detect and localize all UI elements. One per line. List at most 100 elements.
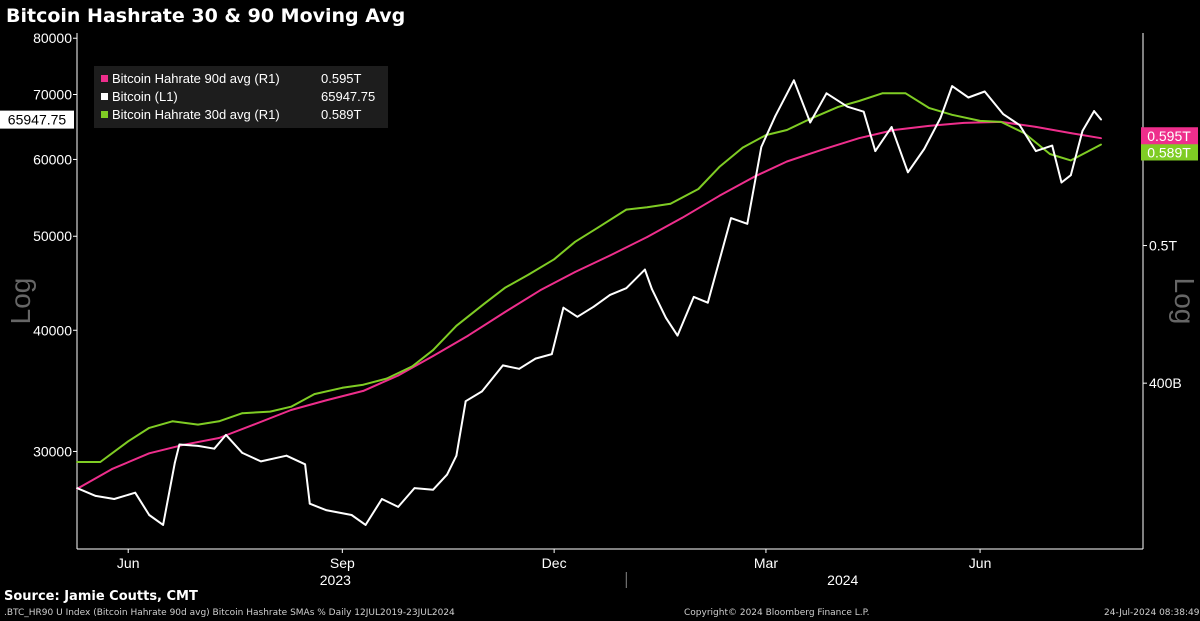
series-point-1 [939,117,942,119]
series-point-0 [252,423,255,426]
legend-swatch-30d [101,111,108,118]
series-point-1 [364,524,367,526]
series-point-1 [692,295,695,298]
series-layer [76,79,1103,526]
left-tick-label: 30000 [33,443,72,459]
series-point-0 [753,175,756,178]
series-point-2 [597,226,600,229]
series-point-2 [341,386,344,389]
series-point-2 [218,420,220,423]
footer-copyright: Copyright© 2024 Bloomberg Finance L.P. [684,608,870,618]
legend-label-30d: Bitcoin Hahrate 30d avg (R1) [112,107,280,122]
series-point-0 [467,334,469,337]
series-point-2 [669,202,672,205]
series-point-0 [148,452,151,455]
series-point-0 [785,160,788,163]
right-last-value-tag [1141,127,1198,145]
series-point-1 [1035,150,1037,152]
legend-entry-bitcoin: Bitcoin (L1) 65947.75 [101,88,375,106]
series-point-1 [464,400,467,403]
series-point-1 [350,514,353,516]
x-year-label: 2024 [827,572,858,588]
series-point-0 [325,399,327,402]
source-note: Source: Jamie Coutts, CMT [4,589,198,604]
series-point-1 [923,148,926,150]
legend-value-bitcoin: 65947.75 [321,89,376,104]
series-point-1 [718,259,721,262]
series-point-1 [413,487,416,490]
chart-title: Bitcoin Hashrate 30 & 90 Moving Avg [6,5,406,27]
series-point-1 [1100,118,1103,121]
series-point-1 [760,146,763,148]
series-point-2 [741,146,744,149]
right-tick-label: 0.5T [1149,238,1177,254]
series-point-1 [625,287,628,290]
series-point-2 [483,302,486,305]
series-point-1 [455,454,458,457]
series-point-1 [241,451,244,454]
series-point-1 [730,217,732,220]
series-point-0 [504,310,507,313]
series-point-1 [983,90,986,93]
series-point-2 [148,427,151,429]
series-point-1 [94,494,97,497]
series-point-1 [650,288,653,291]
series-point-2 [290,405,293,408]
series-point-0 [218,437,220,439]
series-point-0 [432,355,435,357]
series-point-1 [173,461,176,464]
series-point-1 [308,502,311,505]
series-point-0 [718,194,721,197]
series-point-0 [362,390,365,392]
series-point-0 [927,125,930,127]
series-line-2 [77,92,1102,463]
series-line-1 [76,79,1102,526]
series-point-2 [1069,159,1072,162]
footer-index-description: .BTC_HR90 U Index (Bitcoin Hahrate 90d a… [4,608,455,618]
left-tick-label: 70000 [33,86,72,102]
series-point-1 [890,126,893,128]
series-point-0 [539,289,542,292]
right-last-value-tag [1141,143,1198,161]
series-point-2 [904,92,907,95]
series-point-2 [411,365,414,368]
series-point-0 [1100,137,1103,140]
series-point-2 [785,129,788,131]
series-point-1 [1081,130,1084,132]
series-point-1 [706,301,709,304]
series-point-1 [1018,124,1021,126]
legend-label-90d: Bitcoin Hahrate 90d avg (R1) [112,71,280,86]
series-point-1 [534,357,537,360]
left-last-value-tag [0,110,74,129]
series-point-1 [481,390,483,393]
series-point-2 [362,383,365,386]
series-point-2 [927,107,930,109]
right-tick-label: 400B [1149,375,1182,391]
left-tick-label: 60000 [33,151,72,167]
series-point-2 [697,188,700,190]
series-point-2 [504,286,507,289]
series-point-1 [1060,181,1063,184]
series-point-2 [171,420,174,423]
series-point-0 [574,271,576,273]
series-point-1 [446,473,448,476]
series-point-1 [774,115,777,118]
legend-swatch-90d [101,75,108,82]
x-month-label: Mar [754,555,778,571]
series-point-2 [951,113,954,116]
series-point-1 [1002,113,1005,116]
legend-entry-90d: Bitcoin Hahrate 90d avg (R1) 0.595T [101,70,361,88]
series-point-1 [550,353,553,355]
footer-timestamp: 24-Jul-2024 08:38:49 [1104,608,1200,618]
series-point-0 [962,121,965,124]
series-point-1 [285,454,288,457]
x-year-label: 2023 [320,572,351,588]
series-point-1 [304,463,306,466]
series-point-1 [325,509,327,512]
series-point-2 [1086,150,1089,153]
series-point-2 [241,412,244,415]
legend-value-30d: 0.589T [321,107,362,122]
series-point-1 [225,434,227,436]
series-point-1 [862,110,865,113]
series-point-1 [825,92,828,95]
